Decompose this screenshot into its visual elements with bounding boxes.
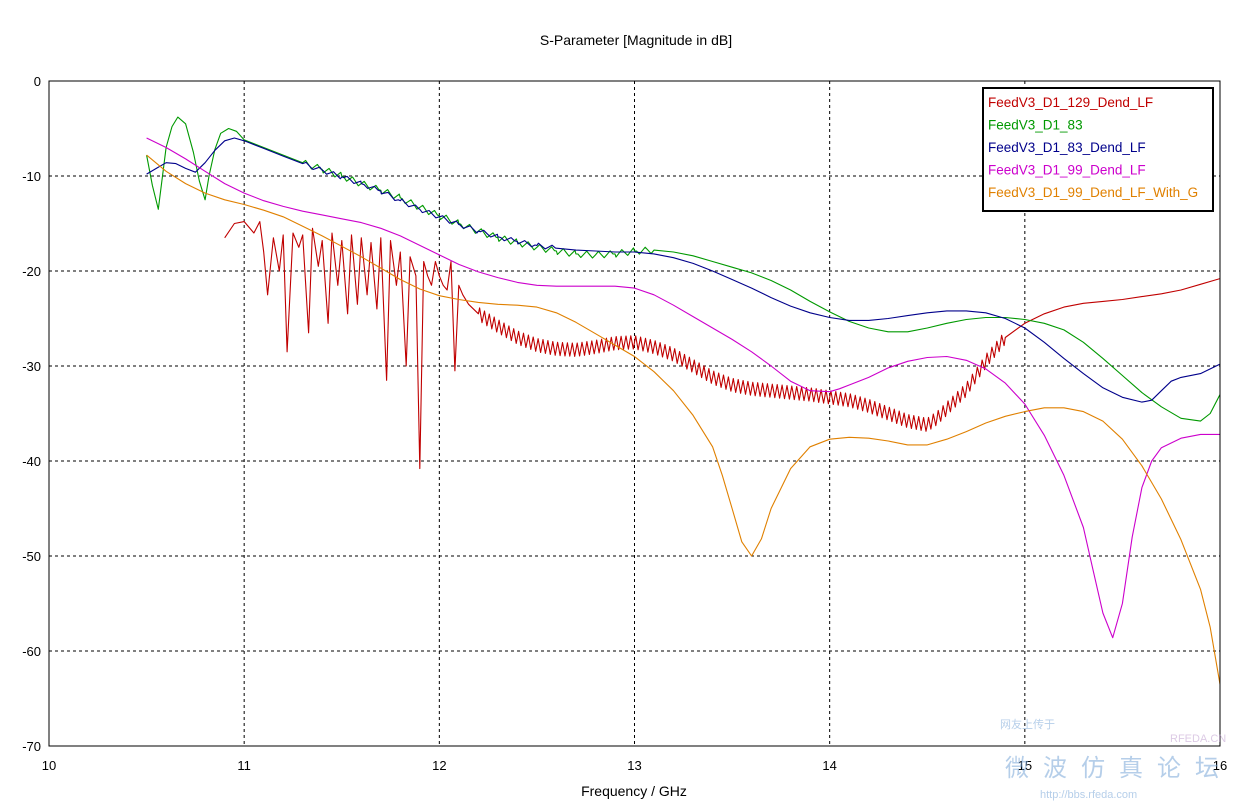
- series-line-1: [224, 221, 1220, 470]
- series-line-3: [146, 137, 1220, 403]
- x-tick-label: 13: [627, 758, 641, 773]
- x-tick-label: 15: [1018, 758, 1032, 773]
- x-tick-label: 16: [1213, 758, 1227, 773]
- y-tick-label: -50: [22, 549, 41, 564]
- legend-entry: FeedV3_D1_83: [988, 118, 1083, 133]
- x-tick-label: 12: [432, 758, 446, 773]
- series-line-2: [146, 116, 1220, 422]
- chart-title: S-Parameter [Magnitude in dB]: [540, 32, 732, 48]
- y-tick-label: -20: [22, 264, 41, 279]
- watermark-forum: 微波仿真论坛: [1005, 754, 1233, 782]
- legend-entry: FeedV3_D1_129_Dend_LF: [988, 95, 1153, 110]
- legend-entry: FeedV3_D1_83_Dend_LF: [988, 140, 1146, 155]
- y-tick-label: -30: [22, 359, 41, 374]
- series-line-5: [146, 154, 1220, 685]
- y-tick-label: -40: [22, 454, 41, 469]
- legend-box: [982, 87, 1214, 212]
- series-line-4: [146, 137, 1220, 639]
- x-axis: 10 11 12 13 14 15 16: [42, 758, 1227, 773]
- x-tick-label: 14: [822, 758, 836, 773]
- watermark-upload-text: 网友上传于: [1000, 717, 1055, 731]
- x-tick-label: 11: [237, 758, 251, 773]
- legend-entry: FeedV3_D1_99_Dend_LF_With_G: [988, 185, 1198, 200]
- watermark: 网友上传于 RFEDA.CN 微波仿真论坛 http://bbs.rfeda.c…: [1000, 717, 1233, 801]
- y-tick-label: -70: [22, 739, 41, 754]
- plot-frame: [48, 80, 1221, 747]
- x-axis-label: Frequency / GHz: [581, 783, 687, 799]
- y-axis: 0 -10 -20 -30 -40 -50 -60 -70: [22, 74, 41, 754]
- y-tick-label: -10: [22, 169, 41, 184]
- watermark-url: http://bbs.rfeda.com: [1040, 789, 1137, 801]
- legend: FeedV3_D1_129_Dend_LF FeedV3_D1_83 FeedV3_…: [982, 87, 1214, 212]
- watermark-site: RFEDA.CN: [1170, 733, 1226, 745]
- plot-area: [146, 116, 1220, 685]
- x-tick-label: 10: [42, 758, 56, 773]
- y-tick-label: -60: [22, 644, 41, 659]
- y-tick-label: 0: [34, 74, 41, 89]
- legend-entry: FeedV3_D1_99_Dend_LF: [988, 163, 1146, 178]
